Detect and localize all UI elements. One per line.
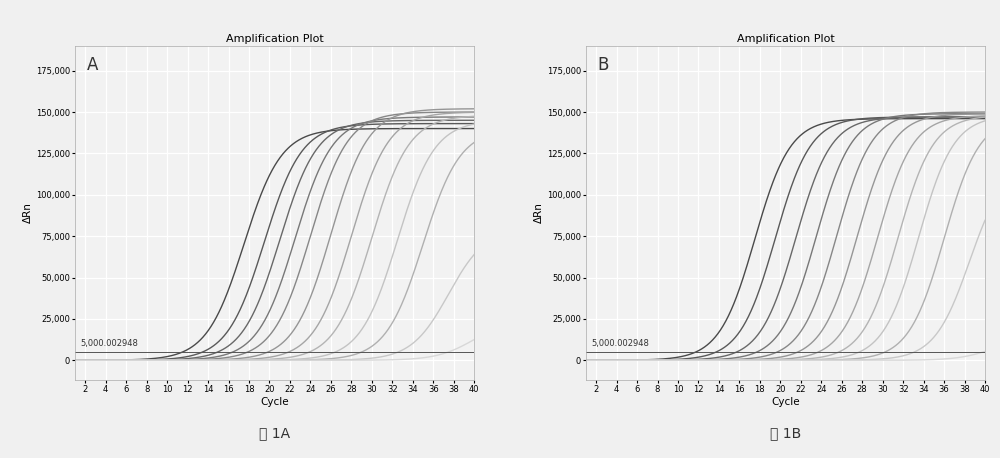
Text: 5,000.002948: 5,000.002948 xyxy=(80,339,138,348)
X-axis label: Cycle: Cycle xyxy=(260,397,289,407)
Text: 图 1B: 图 1B xyxy=(770,426,801,440)
Text: 5,000.002948: 5,000.002948 xyxy=(591,339,649,348)
Y-axis label: ΔRn: ΔRn xyxy=(534,202,544,224)
X-axis label: Cycle: Cycle xyxy=(771,397,800,407)
Title: Amplification Plot: Amplification Plot xyxy=(226,33,323,44)
Text: A: A xyxy=(87,56,98,74)
Text: B: B xyxy=(598,56,609,74)
Y-axis label: ΔRn: ΔRn xyxy=(23,202,33,224)
Title: Amplification Plot: Amplification Plot xyxy=(737,33,834,44)
Text: 图 1A: 图 1A xyxy=(259,426,290,440)
